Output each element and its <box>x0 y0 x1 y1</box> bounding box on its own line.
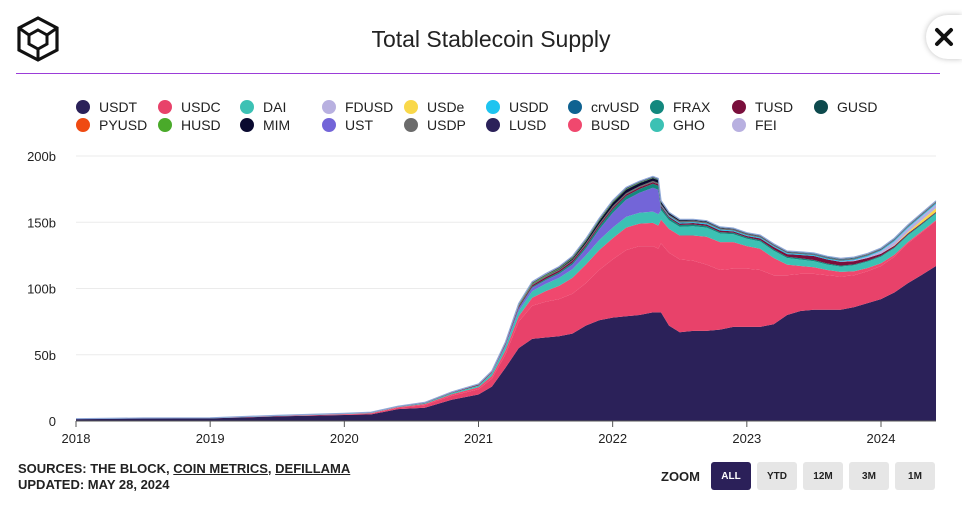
legend-item-usdd[interactable]: USDD <box>486 99 549 115</box>
legend-item-usdc[interactable]: USDC <box>158 99 221 115</box>
legend-item-crvusd[interactable]: crvUSD <box>568 99 639 115</box>
legend-label: MIM <box>263 117 291 133</box>
y-tick-label: 200b <box>27 149 56 164</box>
legend-label: UST <box>345 117 373 133</box>
x-tick-label: 2022 <box>598 431 627 446</box>
series-area-busd <box>76 219 936 419</box>
y-tick-label: 0 <box>49 414 56 429</box>
series-area-usdc <box>76 220 936 419</box>
sources-footer: SOURCES: THE BLOCK, COIN METRICS, DEFILL… <box>18 461 350 493</box>
legend-label: TUSD <box>755 99 794 115</box>
legend-swatch <box>240 118 254 132</box>
legend-item-busd[interactable]: BUSD <box>568 117 630 133</box>
legend-item-ust[interactable]: UST <box>322 117 373 133</box>
legend-item-gho[interactable]: GHO <box>650 117 705 133</box>
legend-item-usdt[interactable]: USDT <box>76 99 137 115</box>
the-block-logo-icon <box>16 16 60 62</box>
legend-swatch <box>404 100 418 114</box>
legend-swatch <box>158 118 172 132</box>
legend-label: HUSD <box>181 117 221 133</box>
legend-swatch <box>568 100 582 114</box>
coin-metrics-link[interactable]: COIN METRICS <box>173 461 268 476</box>
zoom-ytd-button[interactable]: YTD <box>757 462 797 490</box>
legend-label: LUSD <box>509 117 547 133</box>
defillama-link[interactable]: DEFILLAMA <box>275 461 351 476</box>
legend-label: BUSD <box>591 117 630 133</box>
x-tick-label: 2024 <box>867 431 896 446</box>
legend-label: FEI <box>755 117 777 133</box>
legend-label: FRAX <box>673 99 711 115</box>
legend-swatch <box>486 118 500 132</box>
series-area-usdt <box>76 266 936 421</box>
x-tick-label: 2019 <box>196 431 225 446</box>
y-tick-label: 50b <box>34 348 56 363</box>
legend-label: USDP <box>427 117 466 133</box>
legend-swatch <box>650 118 664 132</box>
legend-item-dai[interactable]: DAI <box>240 99 286 115</box>
legend-swatch <box>650 100 664 114</box>
zoom-all-button[interactable]: ALL <box>711 462 751 490</box>
legend-swatch <box>76 118 90 132</box>
legend-swatch <box>814 100 828 114</box>
legend-swatch <box>240 100 254 114</box>
legend-item-gusd[interactable]: GUSD <box>814 99 877 115</box>
legend-swatch <box>322 100 336 114</box>
legend-swatch <box>568 118 582 132</box>
x-tick-label: 2020 <box>330 431 359 446</box>
sources-separator: , <box>267 461 276 476</box>
header-divider <box>16 73 940 74</box>
legend-label: USDD <box>509 99 549 115</box>
close-button[interactable] <box>926 15 962 59</box>
legend-item-usde[interactable]: USDe <box>404 99 464 115</box>
legend-swatch <box>76 100 90 114</box>
legend-label: USDC <box>181 99 221 115</box>
y-tick-label: 150b <box>27 215 56 230</box>
sources-line: SOURCES: THE BLOCK, COIN METRICS, DEFILL… <box>18 461 350 477</box>
legend-item-mim[interactable]: MIM <box>240 117 290 133</box>
legend-swatch <box>322 118 336 132</box>
x-tick-label: 2021 <box>464 431 493 446</box>
zoom-1m-button[interactable]: 1M <box>895 462 935 490</box>
sources-prefix: SOURCES: THE BLOCK, <box>18 461 174 476</box>
legend-swatch <box>732 100 746 114</box>
zoom-label: ZOOM <box>661 469 700 484</box>
legend-item-lusd[interactable]: LUSD <box>486 117 546 133</box>
legend-item-husd[interactable]: HUSD <box>158 117 221 133</box>
x-tick-label: 2018 <box>62 431 91 446</box>
legend-label: GUSD <box>837 99 878 115</box>
legend-label: FDUSD <box>345 99 394 115</box>
zoom-3m-button[interactable]: 3M <box>849 462 889 490</box>
legend-item-fdusd[interactable]: FDUSD <box>322 99 393 115</box>
legend-label: crvUSD <box>591 99 640 115</box>
x-tick-label: 2023 <box>732 431 761 446</box>
legend-item-fei[interactable]: FEI <box>732 117 777 133</box>
legend-label: USDT <box>99 99 138 115</box>
updated-date: UPDATED: MAY 28, 2024 <box>18 477 170 492</box>
legend-swatch <box>732 118 746 132</box>
y-tick-label: 100b <box>27 282 56 297</box>
zoom-12m-button[interactable]: 12M <box>803 462 843 490</box>
legend-label: DAI <box>263 99 287 115</box>
legend-swatch <box>158 100 172 114</box>
close-icon <box>935 28 953 46</box>
legend-item-pyusd[interactable]: PYUSD <box>76 117 147 133</box>
legend-label: USDe <box>427 99 465 115</box>
legend-swatch <box>404 118 418 132</box>
legend-label: GHO <box>673 117 705 133</box>
legend-item-tusd[interactable]: TUSD <box>732 99 793 115</box>
legend-item-frax[interactable]: FRAX <box>650 99 710 115</box>
total-outline <box>75 175 937 420</box>
legend-swatch <box>486 100 500 114</box>
legend-item-usdp[interactable]: USDP <box>404 117 466 133</box>
chart-title: Total Stablecoin Supply <box>371 26 611 52</box>
legend-label: PYUSD <box>99 117 148 133</box>
